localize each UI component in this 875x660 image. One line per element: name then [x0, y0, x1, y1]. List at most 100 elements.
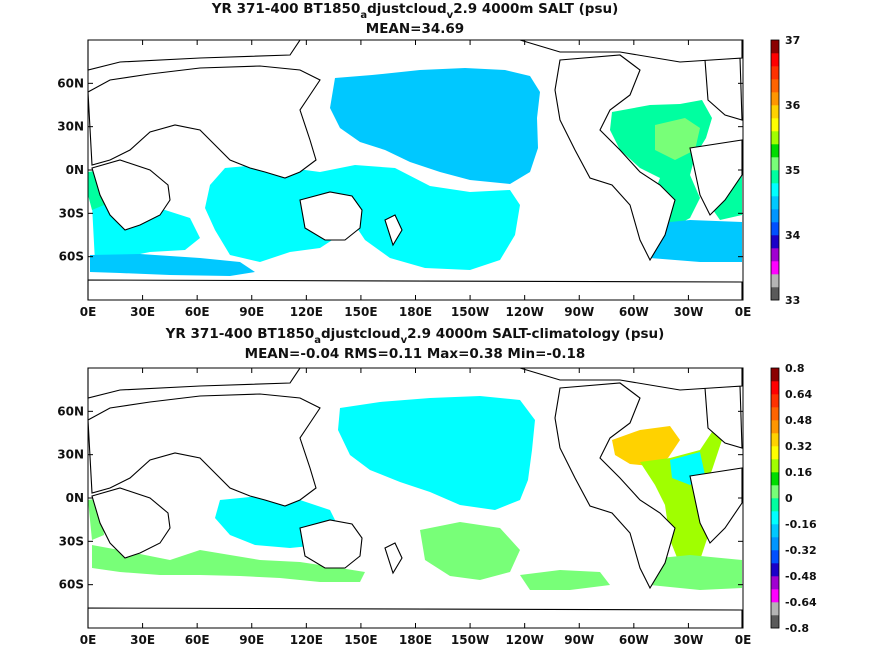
- field-pacific-negative: [338, 396, 535, 510]
- panel-1-xtick-label: 120W: [506, 305, 544, 319]
- panel-1-xtick-label: 150W: [451, 305, 489, 319]
- panel-1-ytick-label: 30N: [57, 120, 84, 134]
- panel-1-xticks: 0E 30E 60E 90E 120E 150E 180E 150W 120W 90W 60W 30W…: [80, 40, 752, 319]
- panel-1-colorbar-swatch: [771, 157, 779, 171]
- panel-1-colorbar-swatch: [771, 274, 779, 288]
- panel-1-coastlines: [87, 39, 743, 301]
- field-south-positive: [92, 545, 365, 582]
- panel-1-colorbar-swatch: [771, 261, 779, 275]
- panel-2-ytick-label: 30S: [59, 534, 84, 548]
- panel-2-xtick-label: 90E: [239, 633, 264, 647]
- panel-2-map: 0E 30E 60E 90E 120E 150E 180E 150W 120W 90W 60W 30W…: [57, 367, 752, 647]
- panel-2-xticks: 0E 30E 60E 90E 120E 150E 180E 150W 120W 90W 60W 30W…: [80, 368, 752, 647]
- panel-1-ytick-label: 30S: [59, 206, 84, 220]
- panel-1-colorbar-label: 36: [785, 99, 801, 112]
- panel-2-ytick-label: 0N: [66, 491, 84, 505]
- field-southern-band: [90, 254, 255, 276]
- panel-1-xtick-label: 90E: [239, 305, 264, 319]
- panel-2-colorbar-swatch: [771, 368, 779, 382]
- panel-1-colorbar-swatch: [771, 144, 779, 158]
- panel-2-xtick-label: 0E: [735, 633, 752, 647]
- panel-1: YR 371-400 BT1850adjustcloudv2.9 4000m S…: [57, 1, 800, 319]
- panel-1-colorbar-swatch: [771, 40, 779, 54]
- panel-2-xtick-label: 60W: [619, 633, 649, 647]
- panel-2-colorbar-swatch: [771, 498, 779, 512]
- panel-2-colorbar-swatch: [771, 381, 779, 395]
- panel-2-ytick-label: 30N: [57, 448, 84, 462]
- panel-2-colorbar-label: -0.64: [785, 596, 817, 609]
- panel-2-colorbar-swatch: [771, 550, 779, 564]
- panel-1-colorbar-swatch: [771, 118, 779, 132]
- panel-1-xtick-label: 0E: [80, 305, 97, 319]
- panel-2-colorbar-label: -0.8: [785, 622, 809, 635]
- panel-1-subtitle: MEAN=34.69: [366, 21, 464, 37]
- panel-1-colorbar-swatch: [771, 222, 779, 236]
- panel-2-colorbar-swatch: [771, 420, 779, 434]
- panel-2-xtick-label: 90W: [564, 633, 594, 647]
- panel-2-xtick-label: 0E: [80, 633, 97, 647]
- field-south-pacific-positive: [420, 522, 520, 580]
- panel-2-colorbar-swatch: [771, 459, 779, 473]
- panel-2-yticks: 60N 30N 0N 30S 60S: [57, 404, 743, 592]
- field-north-atlantic-core: [655, 118, 700, 160]
- panel-1-colorbar-label: 35: [785, 164, 800, 177]
- panel-1-colorbar-swatch: [771, 131, 779, 145]
- panel-2-subtitle: MEAN=-0.04 RMS=0.11 Max=0.38 Min=-0.18: [245, 346, 586, 362]
- panel-2-colorbar-label: 0.32: [785, 440, 812, 453]
- panel-2-colorbar-swatch: [771, 394, 779, 408]
- panel-1-xtick-label: 120E: [290, 305, 323, 319]
- panel-1-colorbar: 37 36 35 34 33: [770, 34, 801, 307]
- panel-2-xtick-label: 30E: [130, 633, 155, 647]
- panel-2-colorbar-swatch: [771, 537, 779, 551]
- panel-2-colorbar-label: -0.48: [785, 570, 817, 583]
- panel-2: YR 371-400 BT1850adjustcloudv2.9 4000m S…: [57, 326, 817, 647]
- panel-1-colorbar-swatch: [771, 53, 779, 67]
- panel-1-xtick-label: 60E: [185, 305, 210, 319]
- field-south-pacific: [205, 165, 520, 270]
- field-north-pacific: [330, 68, 540, 184]
- panel-1-xtick-label: 180E: [399, 305, 432, 319]
- panel-2-xtick-label: 180E: [399, 633, 432, 647]
- panel-1-colorbar-swatch: [771, 170, 779, 184]
- panel-2-colorbar-label: 0.64: [785, 388, 812, 401]
- panel-1-colorbar-label: 34: [785, 229, 801, 242]
- panel-2-colorbar-label: 0.48: [785, 414, 812, 427]
- panel-1-colorbar-swatch: [771, 235, 779, 249]
- panel-2-ytick-label: 60S: [59, 578, 84, 592]
- panel-2-field: [88, 396, 742, 590]
- panel-2-xtick-label: 150W: [451, 633, 489, 647]
- panel-2-colorbar-label: 0: [785, 492, 793, 505]
- panel-2-ytick-label: 60N: [57, 404, 84, 418]
- panel-2-colorbar-swatch: [771, 472, 779, 486]
- panel-2-colorbar-swatch: [771, 563, 779, 577]
- panel-1-colorbar-swatch: [771, 248, 779, 262]
- panel-1-xtick-label: 30W: [673, 305, 703, 319]
- panel-2-colorbar-swatch: [771, 511, 779, 525]
- panel-1-xtick-label: 150E: [344, 305, 377, 319]
- panel-1-map: 0E 30E 60E 90E 120E 150E 180E 150W 120W 90W 60W 30W…: [57, 39, 752, 319]
- panel-1-xtick-label: 0E: [735, 305, 752, 319]
- panel-2-xtick-label: 30W: [673, 633, 703, 647]
- panel-1-ytick-label: 0N: [66, 163, 84, 177]
- panel-2-colorbar: 0.8 0.64 0.48 0.32 0.16 0 -0.16 -0.32 -0.48 -0.64…: [770, 362, 817, 635]
- panel-1-colorbar-swatch: [771, 79, 779, 93]
- panel-1-xtick-label: 90W: [564, 305, 594, 319]
- panel-1-colorbar-swatch: [771, 287, 779, 301]
- panel-2-colorbar-swatch: [771, 446, 779, 460]
- panel-2-colorbar-swatch: [771, 589, 779, 603]
- panel-2-colorbar-label: -0.32: [785, 544, 817, 557]
- panel-2-colorbar-swatch: [771, 433, 779, 447]
- panel-1-colorbar-swatch: [771, 66, 779, 80]
- panel-1-ytick-label: 60S: [59, 250, 84, 264]
- panel-1-colorbar-swatch: [771, 105, 779, 119]
- panel-1-title: YR 371-400 BT1850adjustcloudv2.9 4000m S…: [211, 1, 619, 21]
- panel-1-yticks: 60N 30N 0N 30S 60S: [57, 76, 743, 264]
- panel-1-ytick-label: 60N: [57, 76, 84, 90]
- panel-2-colorbar-swatch: [771, 524, 779, 538]
- panel-2-colorbar-label: 0.8: [785, 362, 805, 375]
- panel-2-colorbar-label: -0.16: [785, 518, 817, 531]
- panel-1-colorbar-swatch: [771, 92, 779, 106]
- panel-2-xtick-label: 120E: [290, 633, 323, 647]
- panel-1-colorbar-swatch: [771, 196, 779, 210]
